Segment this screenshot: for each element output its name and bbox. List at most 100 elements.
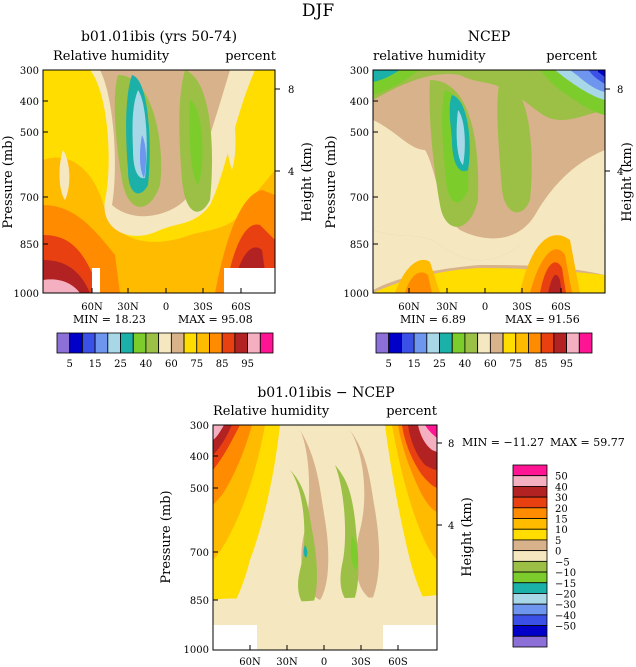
colorbar-label: 95: [241, 359, 254, 370]
colorbar-swatch: [413, 332, 428, 354]
lat-tick: 60S: [551, 302, 571, 313]
colorbar-label: −20: [555, 589, 576, 600]
colorbar-label: 25: [114, 359, 127, 370]
panel-model-title: b01.01ibis (yrs 50-74): [81, 29, 237, 45]
colorbar-swatch: [512, 582, 548, 594]
colorbar-label: 85: [535, 359, 548, 370]
pressure-tick: 1000: [344, 289, 369, 300]
panel-ncep-pressure-axis: 300 400 500 700 850 1000: [344, 66, 378, 300]
panel-ncep-min: MIN = 6.89: [400, 313, 466, 326]
colorbar-label: 60: [165, 359, 178, 370]
pressure-tick: 500: [350, 128, 369, 139]
pressure-tick: 700: [20, 193, 39, 204]
rh-colorbar-left: 5 15 25 40 60 75 85 95: [56, 332, 274, 370]
panel-model-min: MIN = 18.23: [73, 313, 146, 326]
panel-ncep: NCEP relative humidity percent: [324, 29, 635, 326]
colorbar-swatch: [512, 539, 548, 552]
colorbar-swatch: [426, 332, 440, 354]
colorbar-swatch: [489, 332, 504, 354]
panel-ncep-lat-axis: 60N 30N 0 30S 60S: [398, 288, 571, 313]
colorbar-swatch: [375, 332, 390, 354]
colorbar-swatch: [451, 332, 466, 354]
colorbar-swatch: [107, 332, 121, 354]
panel-ncep-y2label: Height (km): [620, 142, 635, 222]
colorbar-label: 5: [555, 536, 561, 547]
colorbar-label: 85: [216, 359, 229, 370]
colorbar-label: 40: [459, 359, 472, 370]
panel-model-max: MAX = 95.08: [178, 313, 253, 326]
lat-tick: 60N: [398, 302, 420, 313]
colorbar-label: 40: [140, 359, 153, 370]
panel-ncep-ylabel: Pressure (mb): [324, 135, 339, 228]
colorbar-label: 15: [408, 359, 421, 370]
pressure-tick: 400: [350, 97, 369, 108]
pressure-tick: 300: [190, 421, 209, 432]
colorbar-label: 40: [555, 482, 568, 493]
height-tick: 8: [288, 85, 294, 96]
colorbar-swatch: [401, 332, 415, 354]
pressure-tick: 700: [190, 548, 209, 559]
panel-ncep-max: MAX = 91.56: [505, 313, 580, 326]
panel-model-lat-axis: 60N 30N 0 30S 60S: [81, 288, 251, 313]
colorbar-swatch: [196, 332, 210, 354]
panel-diff-height-axis: 8 4: [437, 439, 454, 532]
colorbar-label: −30: [555, 600, 576, 611]
panel-model-pressure-axis: 300 400 500 700 850 1000: [14, 66, 48, 300]
colorbar-label: −5: [555, 557, 570, 568]
colorbar-label: −40: [555, 611, 576, 622]
panel-diff-title: b01.01ibis − NCEP: [257, 385, 394, 401]
colorbar-swatch: [512, 635, 548, 648]
pressure-tick: 300: [350, 66, 369, 77]
colorbar-swatch: [512, 560, 548, 573]
colorbar-label: 15: [89, 359, 102, 370]
pressure-tick: 850: [20, 240, 39, 251]
colorbar-swatch: [515, 332, 529, 354]
colorbar-label: 25: [433, 359, 446, 370]
lat-tick: 0: [482, 302, 488, 313]
panel-diff-lat-axis: 60N 30N 0 30S 60S: [239, 645, 408, 667]
colorbar-swatch: [94, 332, 109, 354]
panel-ncep-left-label: relative humidity: [373, 49, 486, 64]
panel-model-left-label: Relative humidity: [53, 49, 170, 64]
panel-model-height-axis: 8 4: [275, 85, 294, 178]
colorbar-swatch: [183, 332, 198, 354]
colorbar-label: 0: [555, 547, 561, 558]
height-tick: 8: [448, 439, 454, 450]
colorbar-label: 5: [386, 359, 392, 370]
panel-model: b01.01ibis (yrs 50-74) Relative humidity…: [1, 29, 315, 326]
panel-diff-right-label: percent: [386, 404, 438, 419]
panel-ncep-height-axis: 8 4: [605, 85, 623, 178]
panel-diff-left-label: Relative humidity: [213, 404, 330, 419]
pressure-tick: 500: [20, 128, 39, 139]
height-tick: 4: [617, 167, 623, 178]
lat-tick: 60N: [239, 657, 261, 667]
lat-tick: 30N: [276, 657, 298, 667]
colorbar-swatch: [209, 332, 223, 354]
colorbar-swatch: [512, 486, 548, 498]
colorbar-swatch: [512, 625, 548, 637]
panel-diff-ylabel: Pressure (mb): [159, 490, 174, 583]
figure-title: DJF: [302, 1, 334, 21]
panel-ncep-right-label: percent: [546, 49, 598, 64]
colorbar-swatch: [221, 332, 236, 354]
pressure-tick: 400: [20, 97, 39, 108]
colorbar-swatch: [512, 614, 548, 626]
colorbar-swatch: [158, 332, 172, 354]
colorbar-swatch: [512, 528, 548, 541]
pressure-tick: 700: [350, 193, 369, 204]
colorbar-swatch: [56, 332, 71, 354]
colorbar-swatch: [512, 518, 548, 530]
colorbar-label: 30: [555, 493, 568, 504]
colorbar-label: 75: [190, 359, 203, 370]
pressure-tick: 1000: [184, 645, 209, 656]
colorbar-label: −10: [555, 568, 576, 579]
colorbar-swatch: [512, 550, 548, 562]
colorbar-swatch: [512, 507, 548, 519]
lat-tick: 30N: [436, 302, 458, 313]
panel-ncep-field: [373, 70, 605, 293]
colorbar-swatch: [512, 603, 548, 616]
colorbar-label: 10: [555, 525, 568, 536]
panel-diff-y2label: Height (km): [460, 497, 475, 577]
colorbar-swatch: [132, 332, 147, 354]
